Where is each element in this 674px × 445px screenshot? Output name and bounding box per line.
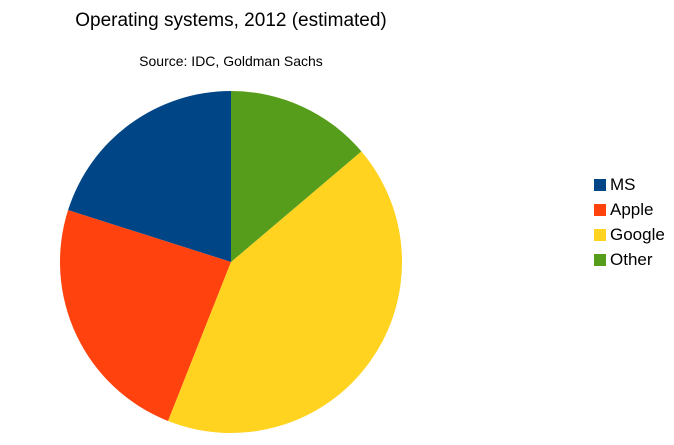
legend-label: MS <box>610 174 636 194</box>
legend-label: Other <box>610 249 653 269</box>
pie-slice-google <box>168 151 403 434</box>
legend-item-google: Google <box>594 222 665 247</box>
legend: MS Apple Google Other <box>594 172 665 272</box>
legend-item-apple: Apple <box>594 197 665 222</box>
pie-slice-apple <box>59 210 232 421</box>
legend-label: Google <box>610 224 665 244</box>
legend-item-ms: MS <box>594 172 665 197</box>
chart-title: Operating systems, 2012 (estimated) <box>75 10 387 31</box>
pie-slice-other <box>231 90 362 262</box>
legend-item-other: Other <box>594 247 665 272</box>
legend-swatch <box>594 203 606 216</box>
legend-swatch <box>594 253 606 266</box>
pie-slice-ms <box>68 90 231 262</box>
legend-label: Apple <box>610 199 654 219</box>
legend-swatch <box>594 178 606 191</box>
legend-swatch <box>594 228 606 241</box>
chart-subtitle: Source: IDC, Goldman Sachs <box>139 53 323 69</box>
